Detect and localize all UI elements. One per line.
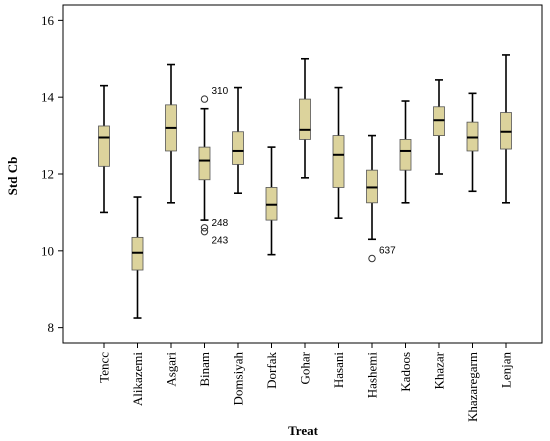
outlier-label: 243 — [212, 236, 229, 247]
x-category-label: Khazaregarm — [465, 352, 480, 422]
x-axis-title: Treat — [288, 423, 319, 438]
outlier-label: 637 — [379, 246, 396, 257]
x-category-label: Lenjan — [499, 352, 514, 389]
x-category-label: Binam — [197, 352, 212, 387]
box-dorfak — [265, 146, 278, 256]
outlier-marker — [200, 224, 209, 232]
iqr-box — [299, 98, 311, 140]
outlier-marker — [368, 254, 376, 263]
y-axis-title: Std Cb — [5, 157, 20, 196]
y-tick-label: 12 — [41, 167, 54, 182]
outlier-637: 637 — [368, 246, 396, 263]
box-kadoos — [399, 100, 412, 204]
y-tick-label: 10 — [41, 243, 54, 258]
x-category-label: Tencc — [97, 352, 112, 383]
boxes-group: 310 248 243 637 — [98, 54, 512, 319]
x-category-label: Gohar — [298, 351, 313, 384]
y-tick-label: 14 — [41, 90, 55, 105]
outlier-310: 310 — [200, 86, 229, 103]
outlier-label: 248 — [212, 218, 229, 229]
x-category-label: Hasani — [331, 352, 346, 388]
box-asgari — [165, 63, 177, 204]
iqr-box — [332, 135, 345, 188]
plot-frame — [62, 4, 543, 344]
x-category-label: Hashemi — [365, 352, 380, 399]
box-domsiyah — [232, 86, 244, 195]
iqr-box — [198, 146, 211, 181]
box-khazar — [433, 79, 445, 175]
y-axis: 8 10 12 14 16 — [41, 13, 63, 335]
iqr-box — [98, 125, 110, 167]
box-tencc — [98, 84, 110, 214]
x-category-label: Domsiyah — [231, 352, 246, 406]
x-category-label: Dorfak — [264, 352, 279, 389]
iqr-box — [232, 131, 244, 165]
outlier-label: 310 — [212, 86, 229, 97]
box-hasani — [332, 86, 345, 219]
x-category-label: Alikazemi — [130, 352, 145, 407]
outlier-243: 243 — [200, 227, 229, 247]
x-category-label: Khazar — [432, 351, 447, 389]
iqr-box — [399, 139, 412, 171]
y-tick-label: 8 — [48, 320, 55, 335]
box-gohar — [299, 57, 311, 179]
box-binam — [198, 107, 211, 221]
x-category-label: Asgari — [164, 352, 179, 387]
box-khazaregarm — [466, 92, 479, 193]
outlier-248: 248 — [200, 218, 229, 232]
outlier-marker — [200, 95, 209, 103]
outlier-marker — [200, 227, 209, 236]
box-hashemi — [366, 134, 378, 241]
x-axis: Tencc Alikazemi Asgari Binam Domsiyah Dorfak G… — [97, 343, 514, 422]
y-tick-label: 16 — [41, 13, 55, 28]
box-alikazemi — [131, 196, 144, 319]
x-category-label: Kadoos — [398, 352, 413, 392]
box-lenjan — [500, 54, 512, 204]
